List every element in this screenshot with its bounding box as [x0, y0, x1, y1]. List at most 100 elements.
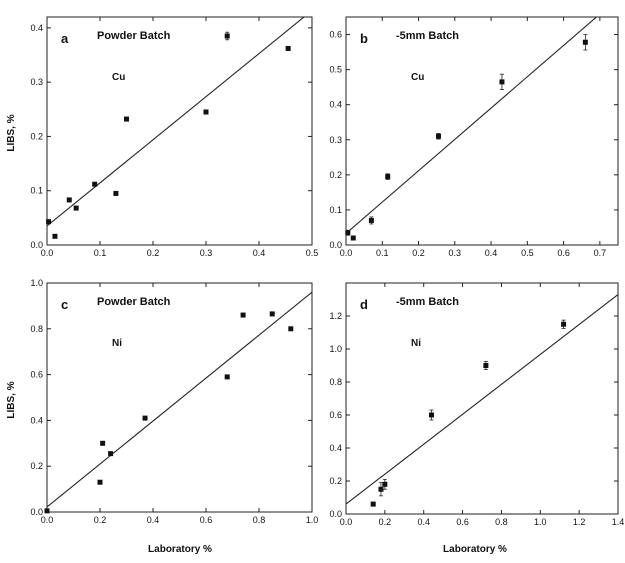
panel-a: 0.0 0.1 0.2 0.3 0.4 0.5 0.0 0.1 0.2 0.3 0.4 a Powder…	[30, 16, 319, 258]
fit-line	[47, 17, 305, 227]
x-tick-label: 0.5	[306, 248, 319, 258]
y-tick-label: 0.2	[30, 461, 43, 471]
data-point	[428, 412, 434, 418]
data-point	[108, 451, 114, 457]
y-tick-label: 1.0	[30, 278, 43, 288]
x-tick-label: 0.6	[557, 248, 570, 258]
panel-element-label: Ni	[411, 338, 421, 349]
y-axis-title-bottom: LIBS, %	[6, 381, 17, 418]
plot-frame	[46, 16, 313, 246]
x-tick-label: 0.1	[376, 248, 389, 258]
data-point	[203, 109, 209, 115]
x-tick-label: 0.0	[340, 248, 353, 258]
x-tick-label: 1.0	[306, 515, 319, 525]
data-point	[350, 235, 356, 241]
panel-letter: b	[360, 31, 368, 46]
data-point	[378, 486, 384, 492]
data-point	[46, 219, 52, 225]
y-tick-label: 0.0	[329, 509, 342, 519]
data-point	[100, 440, 106, 446]
y-tick-label: 0.3	[329, 135, 342, 145]
panel-letter: d	[360, 297, 368, 312]
y-axis-title-top: LIBS, %	[6, 114, 17, 151]
y-tick-label: 0.4	[30, 23, 43, 33]
y-tick-label: 0.6	[329, 30, 342, 40]
y-tick-label: 0.8	[30, 324, 43, 334]
plot-frame	[345, 16, 619, 246]
data-point	[269, 311, 275, 317]
data-point	[73, 205, 79, 211]
x-tick-label: 0.2	[94, 515, 107, 525]
x-tick-label: 0.0	[41, 248, 54, 258]
panel-title: -5mm Batch	[396, 296, 459, 308]
data-point	[44, 508, 50, 514]
y-tick-label: 0.2	[30, 131, 43, 141]
data-point	[582, 39, 588, 45]
panel-c: 0.0 0.2 0.4 0.6 0.8 1.0 0.0 0.2 0.4 0.6 0.8 1.0 c Pow…	[30, 278, 318, 525]
x-tick-label: 0.2	[147, 248, 160, 258]
panel-d: 0.0 0.2 0.4 0.6 0.8 1.0 1.2 1.4 0.0 0.2 0.4 0.6 0.8 1…	[329, 282, 624, 527]
data-point	[240, 312, 246, 318]
x-tick-label: 1.0	[534, 517, 547, 527]
y-tick-label: 1.0	[329, 344, 342, 354]
x-tick-label: 0.0	[41, 515, 54, 525]
y-tick-label: 0.8	[329, 377, 342, 387]
y-tick-label: 0.1	[30, 186, 43, 196]
fit-line	[47, 291, 312, 508]
x-tick-label: 0.8	[495, 517, 508, 527]
panel-element-label: Cu	[411, 72, 424, 83]
panel-title: Powder Batch	[97, 296, 171, 308]
x-tick-label: 1.2	[573, 517, 586, 527]
y-tick-label: 0.6	[329, 410, 342, 420]
panel-element-label: Ni	[112, 338, 122, 349]
x-tick-label: 0.2	[379, 517, 392, 527]
data-point	[385, 174, 391, 180]
panels: 0.0 0.1 0.2 0.3 0.4 0.5 0.0 0.1 0.2 0.3 0.4 a Powder…	[30, 16, 624, 527]
y-tick-label: 0.0	[30, 507, 43, 517]
y-tick-label: 1.2	[329, 311, 342, 321]
x-tick-label: 0.3	[449, 248, 462, 258]
data-point	[285, 45, 291, 51]
y-tick-label: 0.4	[329, 100, 342, 110]
data-point	[97, 479, 103, 485]
x-tick-label: 0.0	[340, 517, 353, 527]
data-point	[124, 116, 129, 122]
x-tick-label: 0.5	[521, 248, 534, 258]
x-tick-label: 0.4	[417, 517, 430, 527]
x-tick-label: 0.3	[200, 248, 213, 258]
data-point	[113, 190, 119, 196]
x-tick-label: 0.6	[456, 517, 469, 527]
y-tick-label: 0.5	[329, 65, 342, 75]
x-axis-title-left: Laboratory %	[148, 544, 212, 555]
panel-title: Powder Batch	[97, 30, 171, 42]
x-tick-label: 0.4	[147, 515, 160, 525]
data-point	[368, 217, 374, 223]
fit-line	[346, 294, 618, 505]
y-tick-label: 0.3	[30, 77, 43, 87]
plot-frame	[345, 282, 619, 515]
y-tick-label: 0.2	[329, 170, 342, 180]
panel-b: 0.0 0.1 0.2 0.3 0.4 0.5 0.6 0.7 0.0 0.1 0.2 0.3 0.4 0…	[329, 16, 619, 258]
x-axis-title-right: Laboratory %	[443, 544, 507, 555]
y-tick-label: 0.4	[30, 415, 43, 425]
y-tick-label: 0.6	[30, 370, 43, 380]
data-point	[224, 374, 230, 380]
x-tick-label: 0.4	[485, 248, 498, 258]
panel-letter: a	[61, 31, 69, 46]
data-point	[142, 415, 148, 421]
panel-letter: c	[61, 297, 68, 312]
data-point	[370, 501, 376, 507]
data-point	[288, 326, 294, 332]
data-point	[52, 233, 58, 239]
x-tick-label: 0.4	[253, 248, 266, 258]
y-tick-label: 0.2	[329, 476, 342, 486]
y-tick-label: 0.0	[30, 240, 43, 250]
y-tick-label: 0.4	[329, 443, 342, 453]
x-tick-label: 0.7	[594, 248, 607, 258]
x-tick-label: 0.8	[253, 515, 266, 525]
plot-frame	[46, 282, 313, 513]
y-tick-label: 0.1	[329, 205, 342, 215]
x-tick-label: 0.2	[412, 248, 425, 258]
x-tick-label: 0.6	[200, 515, 213, 525]
